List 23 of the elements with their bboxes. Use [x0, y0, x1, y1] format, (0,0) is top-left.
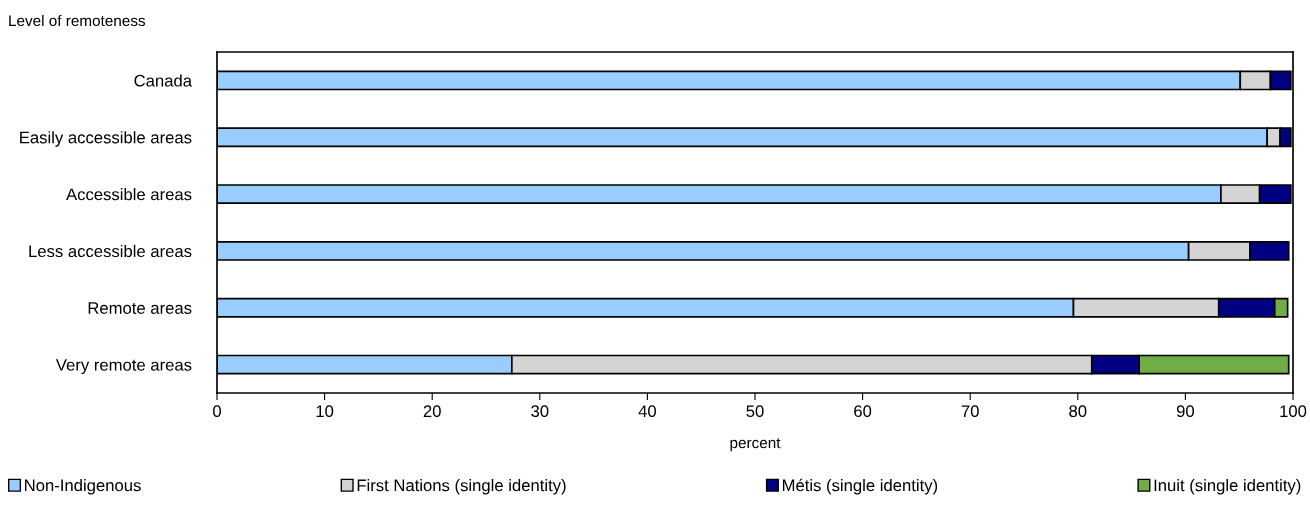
y-tick-label: Very remote areas — [55, 359, 192, 375]
x-tick-label: 50 — [746, 405, 764, 418]
y-tick-label: Canada — [134, 74, 192, 87]
y-tick-label: Remote areas — [88, 302, 192, 314]
legend-label: Inuit (single identity) — [1154, 479, 1301, 495]
x-tick-label: 80 — [1069, 405, 1087, 418]
y-tick-label: Less accessible areas — [29, 244, 192, 258]
x-tick-label: 10 — [316, 405, 334, 418]
x-tick-label: 0 — [213, 405, 221, 418]
x-tick-label: 60 — [854, 405, 872, 418]
legend-label: Non-Indigenous — [25, 479, 141, 495]
y-tick-label: Accessible areas — [66, 188, 192, 201]
y-axis-title: Level of remoteness — [9, 14, 146, 27]
x-tick-label: 40 — [638, 405, 657, 418]
legend-label: First Nations (single identity) — [357, 479, 566, 495]
x-tick-label: 70 — [961, 405, 979, 418]
x-tick-label: 90 — [1176, 405, 1195, 418]
x-tick-label: 30 — [531, 405, 549, 418]
y-tick-label: Easily accessible areas — [20, 131, 192, 147]
x-tick-label: 100 — [1280, 405, 1307, 418]
x-tick-label: 20 — [423, 405, 441, 418]
legend-label: Métis (single identity) — [782, 478, 938, 495]
x-axis-title: percent — [730, 438, 781, 452]
